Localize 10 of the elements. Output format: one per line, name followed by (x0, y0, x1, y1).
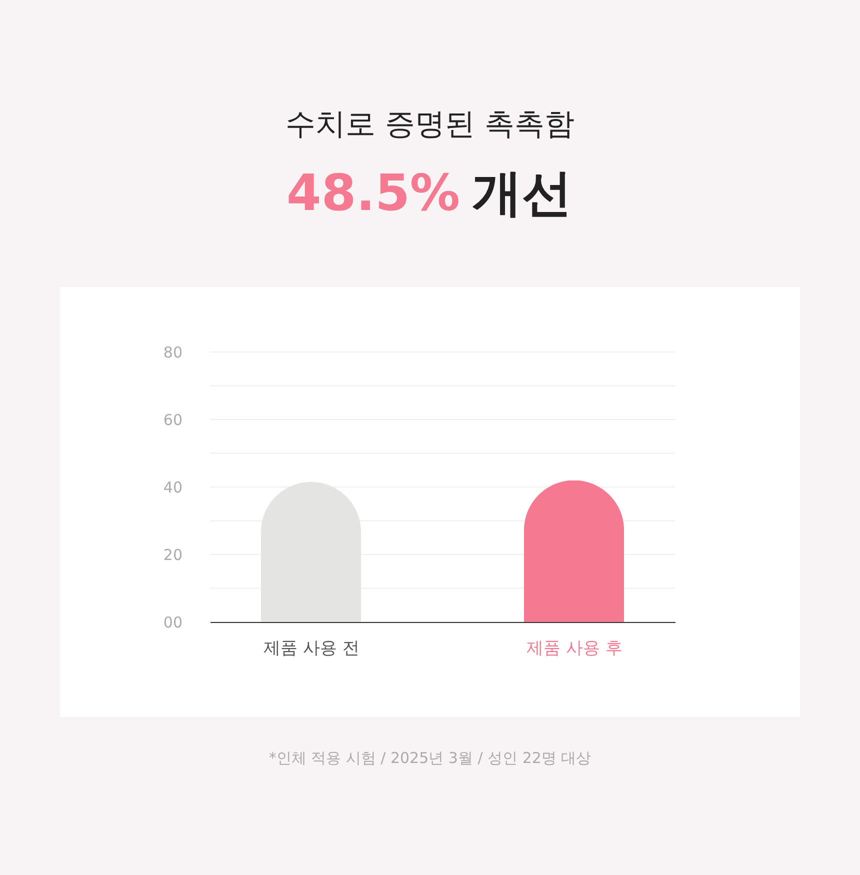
y-tick-label: 40 (163, 478, 182, 496)
chart-title: 수치로 증명된 촉촉함 (285, 107, 575, 142)
x-tick-label: 제품 사용 후 (526, 638, 622, 658)
y-tick-label: 80 (163, 344, 182, 362)
chart-subtitle: 48.5% 개선 (286, 164, 572, 222)
x-tick-label: 제품 사용 전 (264, 638, 360, 658)
y-tick-label: 00 (163, 614, 182, 632)
text: *인체 적용 시험 / 2025년 3월 / 성인 22명 대상 (268, 749, 592, 767)
y-tick-label: 60 (163, 411, 182, 429)
y-tick-label: 20 (163, 546, 182, 564)
